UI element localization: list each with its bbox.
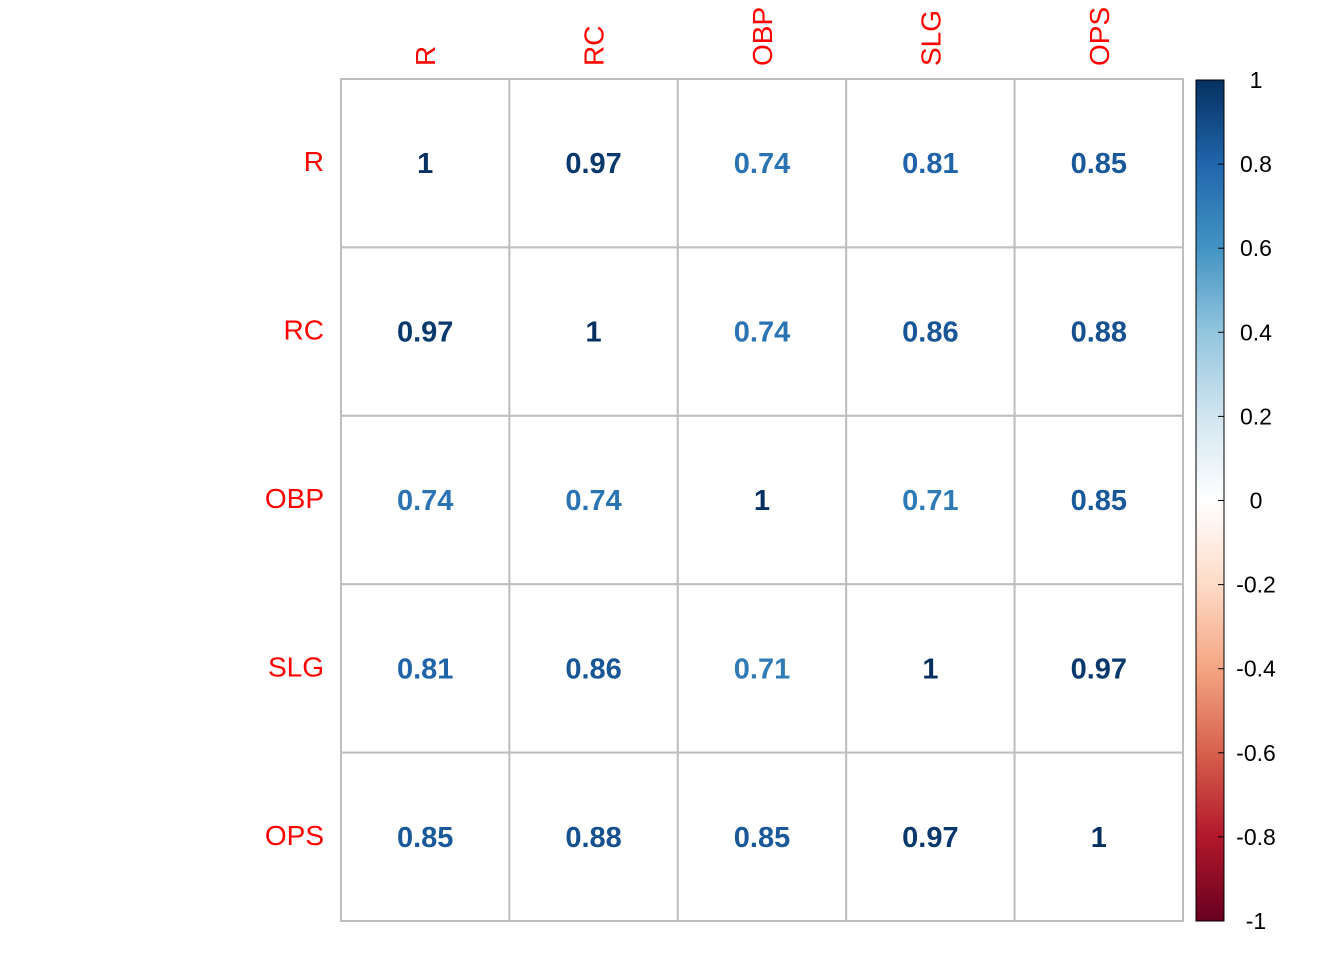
matrix-cell [845,583,1016,754]
matrix-cell [845,78,1016,249]
cell-value-slg-r: 0.81 [397,653,453,685]
col-label-obp: OBP [747,7,778,66]
cell-value-obp-r: 0.74 [397,485,453,517]
cell-value-obp-rc: 0.74 [565,485,621,517]
row-label-rc: RC [284,315,324,346]
row-label-slg: SLG [268,651,324,682]
cell-value-ops-ops: 1 [1091,822,1107,854]
matrix-cell [676,583,848,754]
colorbar-tick-label: 1 [1250,67,1263,93]
cell-value-slg-slg: 1 [922,653,938,685]
matrix-cell [508,583,679,754]
row-label-r: R [304,146,324,177]
colorbar-tick-label: 0.2 [1240,403,1272,429]
matrix-cell [340,246,511,417]
cell-value-r-slg: 0.81 [902,148,958,180]
matrix-cell [340,78,511,249]
cell-value-r-rc: 0.97 [565,148,621,180]
color-legend: 1 0.8 0.6 0.4 0.2 0 -0.2 -0.4 -0.6 -0.8 -1 [1195,67,1276,934]
cell-value-slg-ops: 0.97 [1071,653,1127,685]
matrix-cell [508,414,679,586]
cell-value-obp-obp: 1 [754,485,770,517]
matrix-cell [1013,583,1184,754]
colorbar-tick-label: -0.8 [1236,824,1276,850]
cell-value-ops-rc: 0.88 [565,822,621,854]
cell-value-obp-slg: 0.71 [902,485,958,517]
colorbar-tick-label: -0.2 [1236,572,1276,598]
cell-value-rc-obp: 0.74 [734,317,790,349]
cell-value-slg-rc: 0.86 [565,653,621,685]
matrix-cell [340,583,511,754]
col-label-r: R [410,46,441,66]
cell-value-r-ops: 0.85 [1071,148,1127,180]
col-label-ops: OPS [1084,7,1115,66]
colorbar-tick-label: 0.6 [1240,235,1272,261]
cell-value-ops-slg: 0.97 [902,822,958,854]
cell-value-r-r: 1 [417,148,433,180]
col-label-slg: SLG [915,10,946,66]
col-label-rc: RC [579,26,610,66]
cell-value-ops-r: 0.85 [397,822,453,854]
colorbar-tick-label: 0.8 [1240,151,1272,177]
matrix-cell [676,414,848,586]
matrix-cell [508,751,679,922]
cell-value-rc-ops: 0.88 [1071,317,1127,349]
matrix-cell [676,246,848,417]
cell-value-r-obp: 0.74 [734,148,790,180]
cell-value-ops-obp: 0.85 [734,822,790,854]
matrix-cell [1013,78,1184,249]
row-label-obp: OBP [265,483,324,514]
matrix-cell [845,414,1016,586]
cell-value-rc-rc: 1 [586,317,602,349]
row-labels: R RC OBP SLG OPS [265,146,324,851]
colorbar-tick-label: -0.6 [1236,740,1276,766]
matrix-cell [1013,751,1184,922]
colorbar-tick-label: 0.4 [1240,319,1272,345]
cell-value-rc-slg: 0.86 [902,317,958,349]
matrix-cell [1013,414,1184,586]
row-label-ops: OPS [265,820,324,851]
column-labels: R RC OBP SLG OPS [410,7,1115,66]
cell-value-obp-ops: 0.85 [1071,485,1127,517]
matrix-cell [340,751,511,922]
matrix-cell [508,78,679,249]
matrix-cell [1013,246,1184,417]
colorbar-tick-label: -1 [1246,908,1266,934]
colorbar-tick-label: -0.4 [1236,656,1276,682]
cell-value-slg-obp: 0.71 [734,653,790,685]
cell-value-rc-r: 0.97 [397,317,453,349]
colorbar-tick-label: 0 [1250,488,1263,514]
matrix-cell [676,78,848,249]
matrix-grid [340,78,1184,922]
matrix-cell [676,751,848,922]
correlation-values: 1 0.97 0.74 0.81 0.85 0.97 1 0.74 0.86 0.88 0.74 0.… [397,148,1127,854]
